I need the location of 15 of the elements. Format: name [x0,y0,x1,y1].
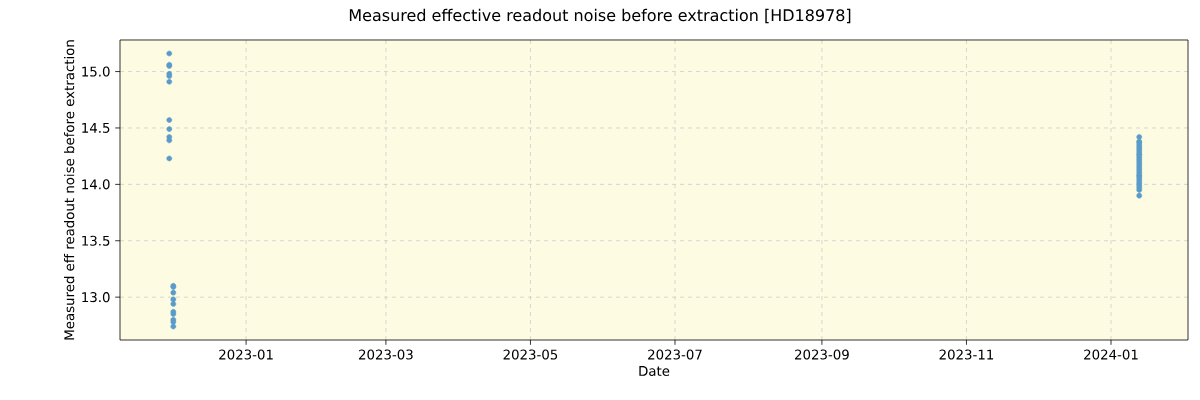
x-tick-label: 2024-01 [1084,349,1138,360]
x-tick-label: 2023-11 [939,349,994,360]
x-tick-label: 2023-07 [648,349,702,360]
y-tick-label: 13.5 [82,235,110,246]
x-tick-label: 2023-09 [795,349,849,360]
x-tick-label: 2023-05 [503,349,558,360]
x-tick-label: 2023-01 [219,349,273,360]
y-tick-label: 15.0 [82,66,110,77]
x-axis-title: Date [639,366,670,376]
y-tick-label: 14.5 [82,123,110,133]
y-axis-title: Measured eff readout noise before extraction [63,40,75,340]
y-tick-label: 13.0 [82,292,110,303]
chart-title: Measured effective readout noise before extraction [HD18978] [349,8,851,24]
x-tick-label: 2023-03 [359,349,413,360]
y-tick-label: 14.0 [82,179,110,190]
